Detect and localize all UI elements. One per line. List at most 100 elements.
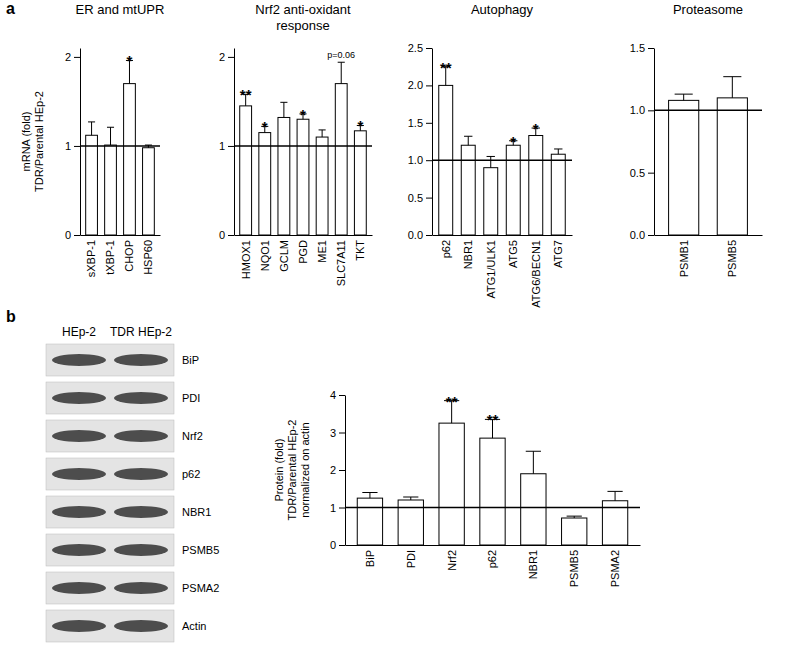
x-tick-label: PGD [297, 240, 309, 264]
bar [506, 145, 520, 235]
blot-band [52, 354, 106, 366]
bar [439, 423, 464, 545]
y-tick-label: 1 [65, 140, 71, 152]
bar [316, 137, 328, 235]
blot-row-label: BiP [182, 354, 199, 366]
bar [86, 135, 98, 235]
y-tick: 1.0 [408, 154, 432, 166]
y-tick: 1 [330, 502, 345, 514]
error-bar [675, 94, 693, 100]
significance-label: * [510, 133, 516, 150]
panel-label: a [6, 0, 15, 17]
x-tick-label: ME1 [316, 240, 328, 263]
error-bar [554, 149, 562, 154]
bar [529, 136, 543, 235]
bar [521, 474, 546, 545]
x-tick-label: HSP60 [142, 240, 154, 275]
x-tick: NBR1 [462, 235, 474, 269]
blot-strip [46, 458, 174, 490]
y-tick: 0 [219, 229, 234, 241]
bar [297, 119, 309, 235]
x-tick: NBR1 [527, 545, 539, 579]
y-axis-line [80, 49, 81, 236]
reference-line [234, 145, 372, 147]
blot-band [52, 430, 106, 442]
y-axis-title: mRNA (fold)TDR/Parental HEp-2 [20, 91, 45, 192]
bar [124, 84, 136, 235]
error-bar [338, 62, 345, 83]
y-tick-mark [228, 235, 234, 236]
x-tick-label: NBR1 [527, 550, 539, 579]
x-tick-label: PSMB5 [726, 240, 738, 277]
y-tick-label: 0 [330, 539, 336, 551]
y-tick-label: 2.5 [408, 42, 423, 54]
error-bar [526, 451, 541, 474]
bar [357, 498, 382, 545]
plot-area [432, 67, 572, 235]
bar [484, 168, 498, 235]
reference-line [432, 159, 572, 161]
y-tick-mark [426, 198, 432, 199]
y-tick: 2 [330, 464, 345, 476]
figure: ab012sXBP-1tXBP-1CHOPHSP60*ER and mtUPRm… [0, 0, 800, 657]
blot-strip [46, 572, 174, 604]
plot-area [80, 60, 160, 235]
x-tick: BiP [364, 545, 376, 567]
y-tick: 2.0 [408, 79, 432, 91]
y-tick-mark [426, 48, 432, 49]
y-tick: 0 [330, 539, 345, 551]
plot-area [345, 401, 640, 545]
x-tick: NQO1 [259, 235, 271, 271]
chart: 0.00.51.01.5PSMB1PSMB5Proteasome [630, 2, 763, 277]
y-tick-label: 0.0 [408, 229, 423, 241]
x-tick: p62 [486, 545, 498, 568]
error-bar [723, 77, 741, 98]
x-tick-label: BiP [364, 550, 376, 567]
x-tick-label: PSMB5 [568, 550, 580, 587]
x-tick-label: p62 [440, 240, 452, 258]
y-tick: 2.5 [408, 42, 432, 54]
bar [143, 148, 155, 235]
x-axis-line [235, 235, 373, 236]
blot-band [114, 544, 168, 556]
y-tick-label: 1 [219, 140, 225, 152]
y-tick-label: 2 [219, 51, 225, 63]
x-tick: PSMA2 [609, 545, 621, 587]
x-axis-line [81, 235, 161, 236]
error-bar [567, 516, 582, 518]
x-tick: PGD [297, 235, 309, 264]
x-tick: sXBP-1 [85, 235, 97, 277]
y-tick-label: 0.0 [630, 229, 645, 241]
y-tick-label: 1.5 [408, 117, 423, 129]
y-axis: 0.00.51.01.52.02.5 [408, 42, 433, 241]
y-tick-label: 4 [330, 389, 336, 401]
error-bar [607, 491, 622, 500]
x-axis: sXBP-1tXBP-1CHOPHSP60 [81, 235, 161, 277]
blot-strip [46, 534, 174, 566]
blot-band [114, 430, 168, 442]
western-blot: HEp-2TDR HEp-2BiPPDINrf2p62NBR1PSMB5PSMA… [46, 325, 219, 642]
blot-band [114, 468, 168, 480]
blot-band [52, 544, 106, 556]
x-tick: TKT [354, 235, 366, 261]
y-tick-mark [426, 123, 432, 124]
y-tick-mark [426, 160, 432, 161]
y-tick-mark [648, 173, 654, 174]
x-axis-line [655, 235, 763, 236]
x-tick-label: PDI [405, 550, 417, 568]
y-tick-mark [339, 395, 345, 396]
blot-row-label: PSMA2 [182, 582, 219, 594]
x-axis: BiPPDINrf2p62NBR1PSMB5PSMA2 [346, 545, 641, 587]
y-tick: 1.0 [630, 104, 654, 116]
y-tick-mark [648, 110, 654, 111]
blot-strip [46, 382, 174, 414]
x-tick: ATG5 [507, 235, 519, 268]
y-tick-mark [426, 85, 432, 86]
x-tick: PSMB5 [726, 235, 738, 277]
y-tick-label: 1.0 [630, 104, 645, 116]
chart: 012HMOX1NQO1GCLMPGDME1SLC7A11TKT****p=0.… [219, 2, 373, 286]
y-tick-mark [74, 146, 80, 147]
error-bar [88, 122, 95, 135]
reference-line [345, 507, 640, 509]
y-tick-mark [74, 57, 80, 58]
